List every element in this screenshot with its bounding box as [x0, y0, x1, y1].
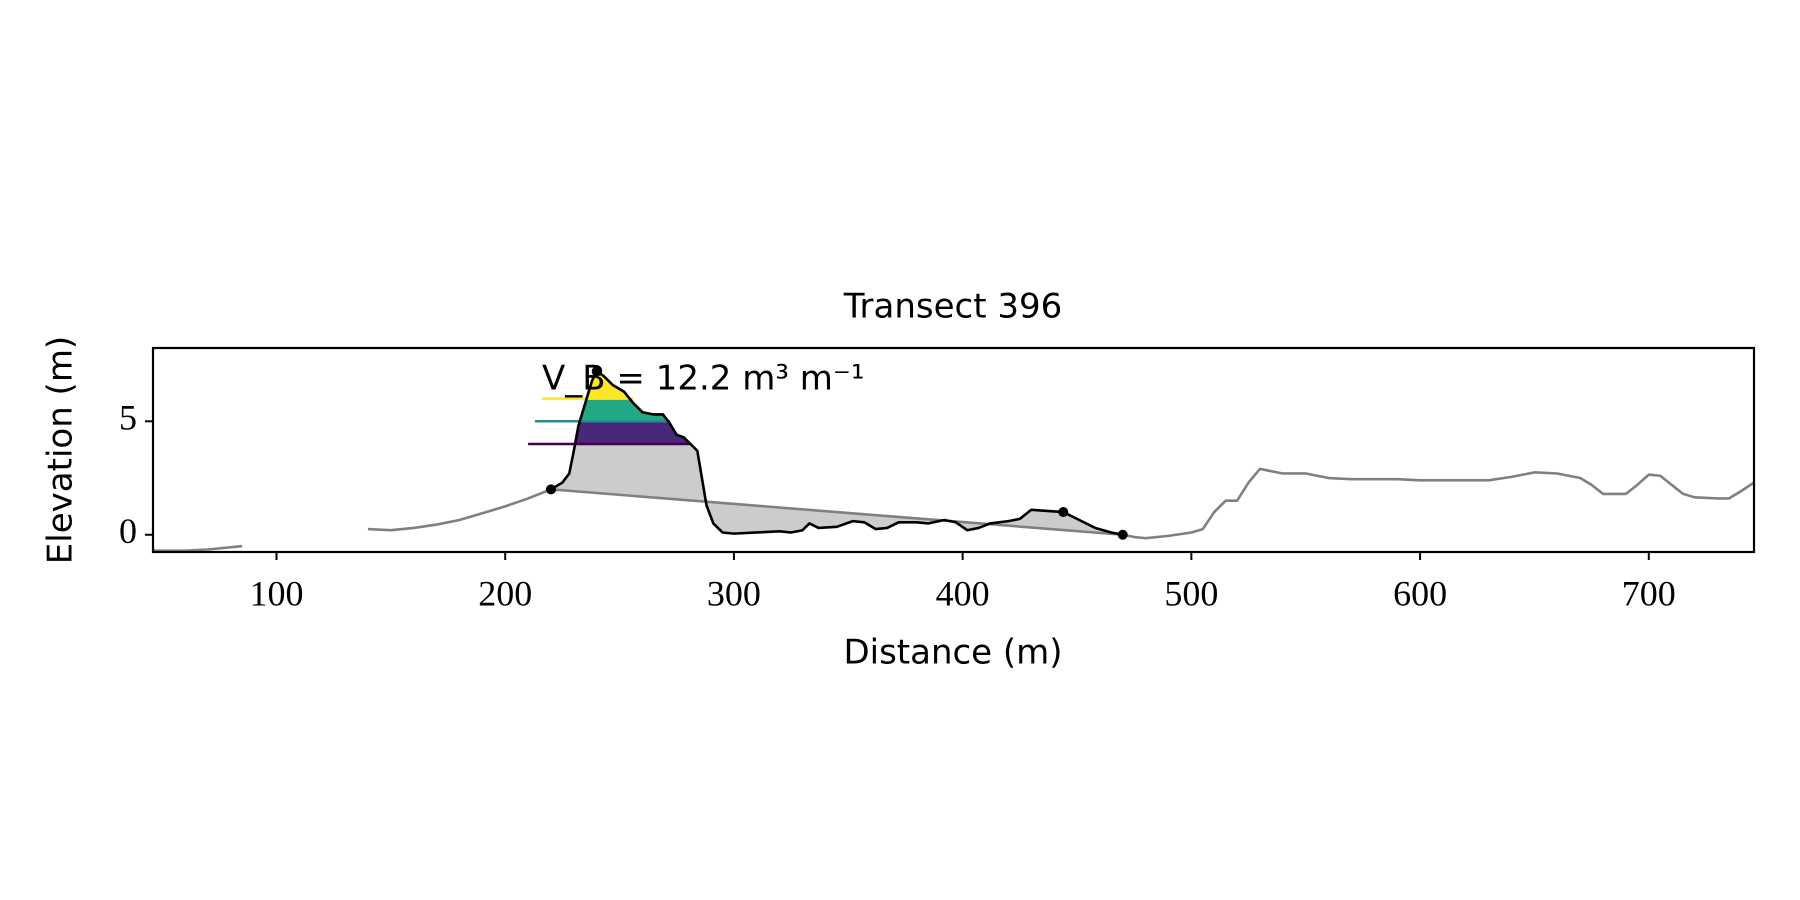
level-band: [550, 421, 731, 444]
x-axis-label: Distance (m): [843, 633, 1062, 673]
level-band: [550, 398, 710, 422]
profile-line: [153, 467, 1754, 552]
x-tick-label: 600: [1393, 573, 1447, 613]
y-tick-label: 0: [119, 511, 137, 551]
x-tick-label: 500: [1164, 573, 1218, 613]
x-tick-label: 300: [707, 573, 761, 613]
x-tick-label: 100: [250, 573, 304, 613]
marker: [1117, 529, 1128, 540]
marker: [545, 484, 556, 495]
chart-title: Transect 396: [843, 287, 1063, 327]
plot-area: [153, 366, 1754, 552]
marker: [1058, 507, 1069, 518]
x-tick-label: 400: [936, 573, 990, 613]
marker: [591, 366, 602, 377]
profile-line: [550, 370, 1124, 537]
x-tick-label: 700: [1622, 573, 1676, 613]
plot-frame: [151, 346, 1756, 554]
y-tick-label: 5: [119, 398, 137, 438]
y-axis-label: Elevation (m): [41, 336, 81, 564]
clipped-plot: [153, 370, 1754, 552]
annotation: V_B = 12.2 m³ m⁻¹: [542, 359, 864, 399]
x-tick-label: 200: [478, 573, 532, 613]
volume-fill: [550, 371, 1123, 535]
